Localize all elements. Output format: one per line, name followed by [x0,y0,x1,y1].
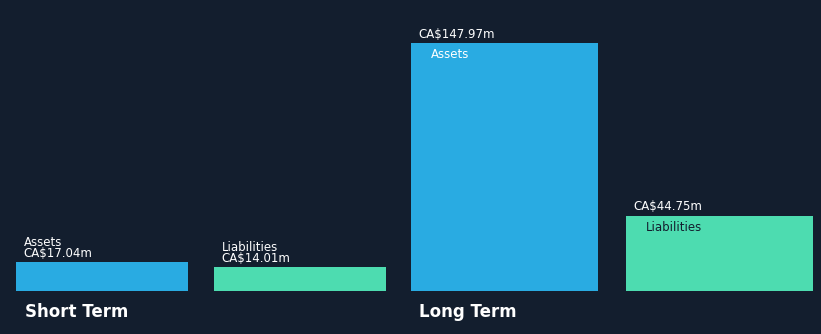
Text: CA$14.01m: CA$14.01m [222,252,291,265]
Text: Assets: Assets [431,48,469,61]
Text: Liabilities: Liabilities [222,241,277,254]
Text: Long Term: Long Term [419,303,516,321]
Text: CA$17.04m: CA$17.04m [24,246,93,260]
Bar [16,262,188,291]
Bar [626,216,813,291]
Text: Short Term: Short Term [25,303,128,321]
Text: CA$44.75m: CA$44.75m [634,200,703,213]
Bar [410,43,598,291]
Text: CA$147.97m: CA$147.97m [419,28,495,41]
Text: Assets: Assets [24,236,62,249]
Bar [214,267,386,291]
Text: Liabilities: Liabilities [646,221,702,234]
